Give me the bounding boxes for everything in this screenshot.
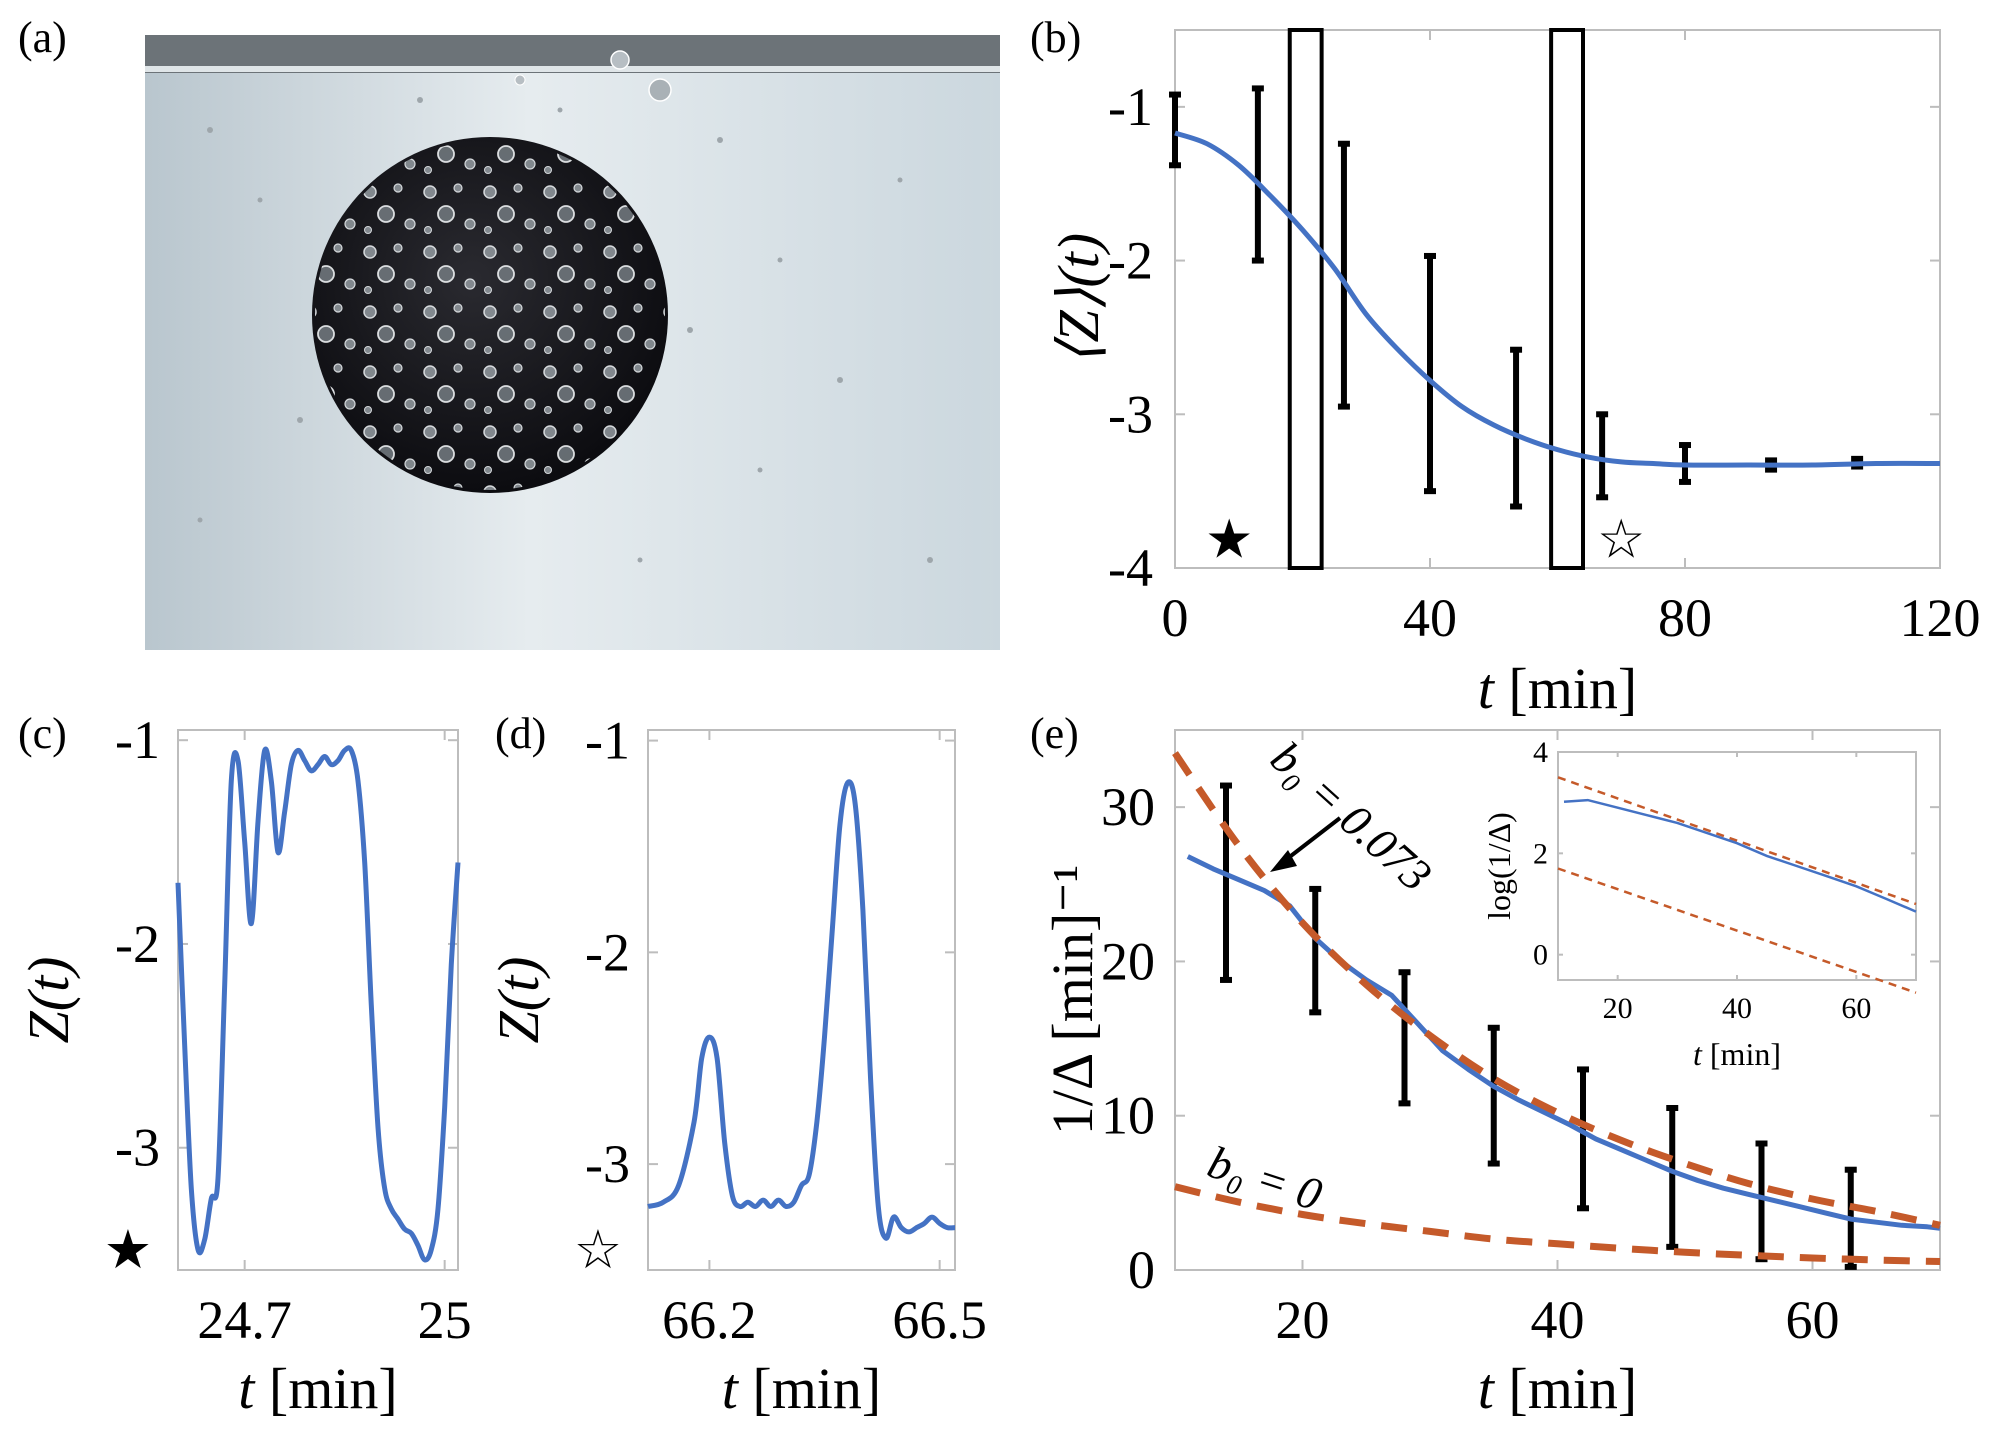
star-filled-icon: ★ bbox=[104, 1220, 152, 1280]
plot-frame bbox=[647, 729, 956, 1271]
y-tick-label: 4 bbox=[1533, 736, 1548, 769]
panel-label-a: (a) bbox=[18, 13, 67, 62]
inset-fit-line bbox=[1557, 867, 1917, 994]
x-tick-label: 120 bbox=[1900, 588, 1981, 648]
y-tick-label: -1 bbox=[585, 711, 630, 771]
inset-series-line bbox=[1563, 798, 1917, 913]
x-axis-label: t [min] bbox=[1478, 1356, 1637, 1421]
x-tick-label: 40 bbox=[1403, 588, 1457, 648]
x-tick-label: 60 bbox=[1786, 1290, 1840, 1350]
inset-x-axis-label-unit: [min] bbox=[1702, 1036, 1781, 1072]
x-tick-label: 24.7 bbox=[197, 1290, 292, 1350]
panel-label-b: (b) bbox=[1030, 13, 1081, 62]
time-window bbox=[1549, 28, 1585, 570]
arrow-shaft bbox=[1281, 816, 1342, 864]
x-tick-label: 66.2 bbox=[662, 1290, 757, 1350]
fit-line bbox=[1174, 1183, 1941, 1265]
arrow-head-icon bbox=[1270, 850, 1297, 872]
star-outline-icon: ☆ bbox=[1597, 510, 1645, 570]
y-tick-label: -2 bbox=[1108, 231, 1153, 291]
x-tick-label: 20 bbox=[1276, 1290, 1330, 1350]
x-axis-label-unit: [min] bbox=[1494, 1356, 1637, 1421]
plot-frame bbox=[177, 729, 459, 1271]
y-tick-label: -3 bbox=[585, 1134, 630, 1194]
x-axis-label-var: t bbox=[1478, 656, 1496, 721]
y-axis-label: ⟨Z⟩(t) bbox=[1046, 233, 1111, 365]
x-axis-label: t [min] bbox=[722, 1356, 881, 1421]
x-axis-label-unit: [min] bbox=[254, 1356, 397, 1421]
y-tick-label: 20 bbox=[1101, 931, 1155, 991]
x-tick-label: 20 bbox=[1603, 992, 1633, 1025]
y-tick-label: -3 bbox=[115, 1118, 160, 1178]
y-tick-label: -2 bbox=[585, 922, 630, 982]
series-line bbox=[175, 745, 461, 1263]
x-axis-label-unit: [min] bbox=[738, 1356, 881, 1421]
inset-x-axis-label: t [min] bbox=[1693, 1036, 1781, 1072]
panel-label-e: (e) bbox=[1030, 709, 1079, 758]
time-window bbox=[1287, 28, 1324, 570]
y-tick-label: -1 bbox=[115, 710, 160, 770]
x-axis-label-var: t bbox=[722, 1356, 740, 1421]
x-tick-label: 40 bbox=[1722, 992, 1752, 1025]
y-axis-label: 1/Δ [min]⁻¹ bbox=[1040, 865, 1105, 1136]
inset-x-axis-label-var: t bbox=[1693, 1036, 1703, 1072]
x-axis-label: t [min] bbox=[238, 1356, 397, 1421]
y-tick-label: 0 bbox=[1128, 1240, 1155, 1300]
y-tick-label: 2 bbox=[1533, 837, 1548, 870]
inset-background bbox=[1558, 752, 1916, 980]
x-axis-label-var: t bbox=[238, 1356, 256, 1421]
fit-label-b0-0073: b₀ = 0.073 bbox=[1261, 732, 1441, 901]
x-tick-label: 80 bbox=[1658, 588, 1712, 648]
fit-line bbox=[1172, 751, 1941, 1229]
inset-fit-line bbox=[1557, 776, 1917, 906]
x-tick-label: 0 bbox=[1162, 588, 1189, 648]
y-axis-label: Z(t) bbox=[486, 957, 551, 1044]
panel-label-c: (c) bbox=[18, 709, 67, 758]
chart-b: 0 40 80 120 -1 -2 -3 -4 ★ ☆ t [min] ⟨Z⟩(t) bbox=[1046, 28, 1981, 721]
x-tick-label: 40 bbox=[1531, 1290, 1585, 1350]
chart-d: 66.2 66.5 -1 -2 -3 ☆ t [min] Z(t) bbox=[486, 711, 987, 1421]
star-outline-icon: ☆ bbox=[574, 1220, 622, 1280]
y-tick-label: -4 bbox=[1108, 538, 1153, 598]
x-tick-label: 60 bbox=[1841, 992, 1871, 1025]
x-tick-label: 66.5 bbox=[892, 1290, 987, 1350]
x-axis-label-unit: [min] bbox=[1494, 656, 1637, 721]
series-line bbox=[647, 779, 956, 1241]
panel-label-d: (d) bbox=[495, 709, 546, 758]
chart-c: 24.7 25 -1 -2 -3 ★ t [min] Z(t) bbox=[16, 710, 472, 1421]
x-axis-label: t [min] bbox=[1478, 656, 1637, 721]
y-tick-label: -1 bbox=[1108, 77, 1153, 137]
y-tick-label: -2 bbox=[115, 914, 160, 974]
y-axis-label: Z(t) bbox=[16, 957, 81, 1044]
x-axis-label-var: t bbox=[1478, 1356, 1496, 1421]
y-tick-label: -3 bbox=[1108, 384, 1153, 444]
inset-y-axis-label: log(1/Δ) bbox=[1481, 812, 1517, 920]
series-line bbox=[1174, 130, 1941, 468]
x-tick-label: 25 bbox=[418, 1290, 472, 1350]
star-filled-icon: ★ bbox=[1205, 510, 1253, 570]
y-tick-label: 0 bbox=[1533, 939, 1548, 972]
y-tick-label: 10 bbox=[1101, 1086, 1155, 1146]
photo-sphere-bubbles bbox=[145, 35, 1000, 650]
y-tick-label: 30 bbox=[1101, 777, 1155, 837]
